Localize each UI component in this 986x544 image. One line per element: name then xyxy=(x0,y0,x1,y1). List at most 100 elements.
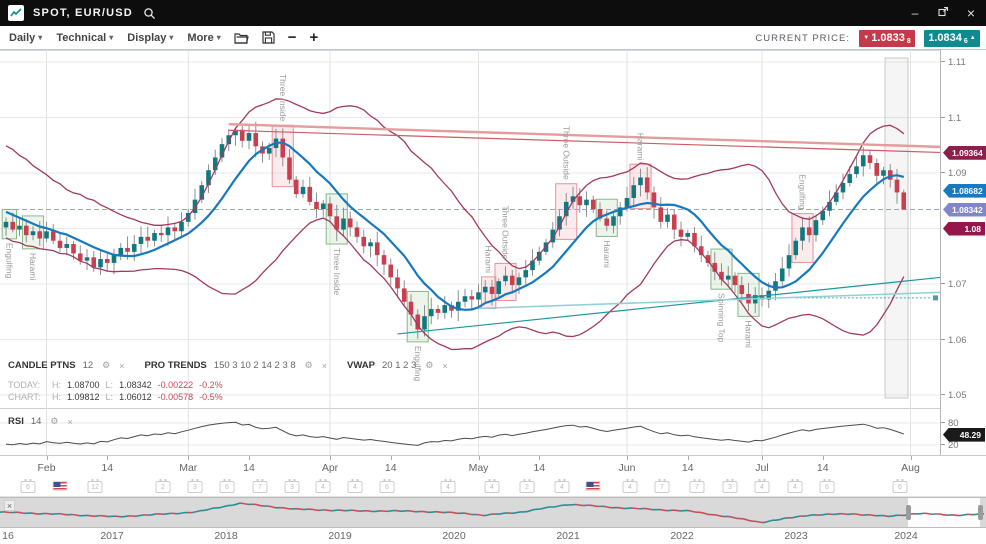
menu-more[interactable]: More ▾ xyxy=(187,31,221,44)
candle-body xyxy=(678,229,684,237)
close-icon[interactable]: × xyxy=(442,360,448,371)
close-icon[interactable]: × xyxy=(321,360,328,371)
calendar-event-icon[interactable]: 7 xyxy=(654,479,670,493)
popout-icon[interactable] xyxy=(936,6,950,20)
navigator-selection-window[interactable] xyxy=(908,498,980,527)
close-icon[interactable]: × xyxy=(67,416,73,427)
candle-body xyxy=(874,163,880,176)
candle-body xyxy=(523,270,529,278)
navigator-segment xyxy=(511,511,517,515)
search-icon[interactable] xyxy=(143,7,156,20)
navigator-left-handle[interactable] xyxy=(906,505,911,520)
calendar-event-icon[interactable]: 7 xyxy=(689,479,705,493)
candle-body xyxy=(293,179,299,195)
candle-body xyxy=(233,129,238,136)
calendar-event-icon[interactable]: 3 xyxy=(284,479,300,493)
calendar-event-icon[interactable]: 3 xyxy=(722,479,738,493)
save-icon[interactable] xyxy=(262,31,275,44)
navigator-segment xyxy=(559,504,565,507)
calendar-event-icon[interactable]: 4 xyxy=(315,479,331,493)
candle-body xyxy=(408,301,414,315)
candle-body xyxy=(719,271,724,280)
navigator-segment xyxy=(139,514,145,517)
navigator-segment xyxy=(687,509,693,513)
navigator-segment xyxy=(423,510,429,514)
menu-display[interactable]: Display ▾ xyxy=(127,31,174,44)
menu-daily[interactable]: Daily ▾ xyxy=(9,31,43,44)
timeline-navigator[interactable]: × xyxy=(0,497,986,528)
us-flag-icon[interactable] xyxy=(52,481,68,491)
calendar-day-number: 4 xyxy=(353,484,357,491)
calendar-event-icon[interactable]: 7 xyxy=(252,479,268,493)
date-label: Jun xyxy=(618,462,636,474)
close-icon[interactable]: × xyxy=(119,360,125,371)
navigator-close-icon[interactable]: × xyxy=(4,500,15,511)
candle-body xyxy=(469,296,475,300)
candle-body xyxy=(172,227,178,232)
navigator-segment xyxy=(331,509,337,512)
navigator-segment xyxy=(699,511,705,514)
calendar-event-icon[interactable]: 4 xyxy=(347,479,363,493)
calendar-event-icon[interactable]: 6 xyxy=(892,479,908,493)
navigator-segment xyxy=(179,511,185,515)
navigator-segment xyxy=(743,518,749,522)
us-flag-icon[interactable] xyxy=(585,481,601,491)
minimize-icon[interactable]: – xyxy=(911,6,919,20)
current-price-area: CURRENT PRICE: ▼ 1.0833 8 1.0834 6 ▲ xyxy=(755,26,980,50)
open-folder-icon[interactable] xyxy=(234,32,249,44)
date-label: Mar xyxy=(179,462,198,474)
candle-body xyxy=(125,247,130,252)
navigator-segment xyxy=(843,513,849,516)
candle-body xyxy=(813,220,819,236)
calendar-event-icon[interactable]: 2 xyxy=(155,479,171,493)
calendar-event-icon[interactable]: 4 xyxy=(440,479,456,493)
calendar-event-icon[interactable]: 3 xyxy=(187,479,203,493)
gear-icon[interactable]: ⚙ xyxy=(304,360,313,370)
calendar-event-icon[interactable]: 6 xyxy=(819,479,835,493)
navigator-segment xyxy=(539,507,545,510)
rsi-period: 14 xyxy=(30,416,42,427)
moving-average-line xyxy=(5,141,905,311)
price-axis[interactable]: 1.11 1.1 1.09 1.07 1.06 1.05 1.09364 1.08682 1.0… xyxy=(941,50,986,455)
calendar-event-icon[interactable]: 6 xyxy=(219,479,235,493)
candle-body xyxy=(786,255,792,269)
stat-row: TODAY: H: 1.08700 L: 1.08342 -0.00222 -0.2% xyxy=(8,380,223,390)
rsi-chart[interactable] xyxy=(0,408,940,455)
zoom-in-icon[interactable]: + xyxy=(309,29,319,46)
close-icon[interactable]: × xyxy=(966,5,976,21)
calendar-event-icon[interactable]: 12 xyxy=(87,479,103,493)
current-price-label: CURRENT PRICE: xyxy=(755,32,850,44)
calendar-event-icon[interactable]: 4 xyxy=(554,479,570,493)
calendar-day-number: 6 xyxy=(26,484,30,491)
gear-icon[interactable]: ⚙ xyxy=(425,360,434,370)
gear-icon[interactable]: ⚙ xyxy=(102,360,111,370)
candle-body xyxy=(307,186,313,202)
date-axis[interactable]: Feb 14 Mar 14 Apr 14 May 14 Jun 14 Jul 14 Aug xyxy=(0,455,986,477)
calendar-event-icon[interactable]: 4 xyxy=(484,479,500,493)
main-candlestick-chart[interactable]: Engulfing Harami Three Inside Three Inside E… xyxy=(0,50,940,408)
calendar-day-number: 4 xyxy=(490,484,494,491)
calendar-event-icon[interactable]: 6 xyxy=(20,479,36,493)
navigator-right-handle[interactable] xyxy=(978,505,983,520)
calendar-event-icon[interactable]: 4 xyxy=(787,479,803,493)
flag-canton xyxy=(586,482,594,487)
navigator-segment xyxy=(239,502,245,505)
menu-technical[interactable]: Technical ▾ xyxy=(56,31,114,44)
candle-body xyxy=(773,281,778,291)
calendar-day-number: 4 xyxy=(760,484,764,491)
calendar-event-icon[interactable]: 2 xyxy=(519,479,535,493)
candle-body xyxy=(806,227,812,236)
indicator-params: 12 xyxy=(82,360,94,371)
calendar-event-icon[interactable]: 6 xyxy=(379,479,395,493)
navigator-segment xyxy=(271,506,277,509)
chevron-down-icon: ▾ xyxy=(38,33,43,42)
calendar-event-icon[interactable]: 4 xyxy=(754,479,770,493)
navigator-segment xyxy=(963,513,969,516)
candle-body xyxy=(422,316,427,330)
zoom-out-icon[interactable]: − xyxy=(287,29,297,46)
gear-icon[interactable]: ⚙ xyxy=(50,416,59,426)
navigator-segment xyxy=(647,508,653,511)
bid-price-badge: ▼ 1.0833 8 xyxy=(859,29,915,47)
calendar-event-icon[interactable]: 4 xyxy=(622,479,638,493)
pattern-label: Engulfing xyxy=(798,174,808,210)
